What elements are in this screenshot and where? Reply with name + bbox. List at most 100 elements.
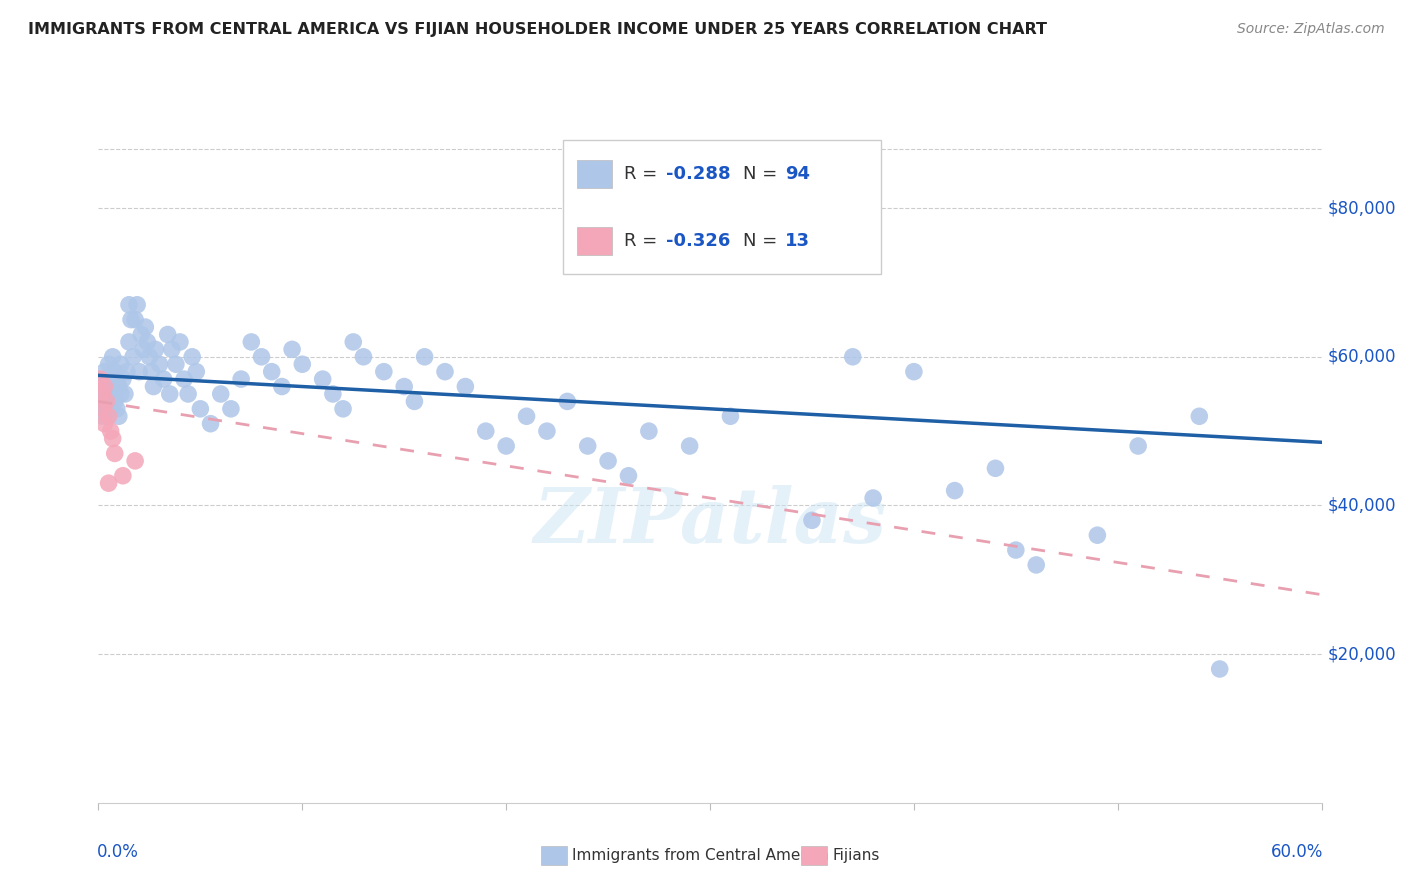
- Point: [118, 334, 141, 349]
- Point: [111, 468, 134, 483]
- Point: [91, 387, 114, 401]
- Point: [188, 401, 212, 416]
- Text: $20,000: $20,000: [1327, 645, 1396, 663]
- Point: [1025, 558, 1047, 572]
- Point: [105, 372, 128, 386]
- Point: [718, 409, 742, 424]
- Point: [141, 365, 163, 379]
- Point: [373, 365, 395, 379]
- Point: [281, 343, 304, 357]
- Point: [332, 401, 354, 416]
- Point: [136, 334, 159, 349]
- Point: [115, 365, 138, 379]
- Point: [312, 372, 335, 386]
- Point: [108, 379, 131, 393]
- Point: [495, 439, 517, 453]
- Point: [801, 513, 824, 527]
- Text: Source: ZipAtlas.com: Source: ZipAtlas.com: [1237, 22, 1385, 37]
- Text: R =: R =: [624, 165, 662, 183]
- Point: [454, 379, 477, 393]
- Point: [1128, 439, 1150, 453]
- Point: [173, 372, 195, 386]
- Point: [93, 417, 115, 431]
- Text: $60,000: $60,000: [1327, 348, 1396, 366]
- Point: [536, 424, 558, 438]
- Point: [118, 298, 141, 312]
- Point: [413, 350, 436, 364]
- Text: -0.326: -0.326: [666, 232, 730, 250]
- Point: [104, 394, 127, 409]
- Point: [1085, 528, 1108, 542]
- Point: [145, 343, 167, 357]
- Point: [637, 424, 661, 438]
- Point: [862, 491, 884, 505]
- Point: [322, 387, 344, 401]
- Point: [474, 424, 498, 438]
- Point: [186, 365, 208, 379]
- Point: [93, 379, 115, 393]
- Point: [434, 365, 457, 379]
- Point: [97, 387, 120, 401]
- Point: [160, 343, 183, 357]
- Point: [841, 350, 863, 364]
- Point: [903, 365, 925, 379]
- Point: [576, 439, 599, 453]
- Point: [100, 424, 122, 438]
- Text: N =: N =: [744, 232, 783, 250]
- Point: [142, 379, 165, 393]
- Point: [91, 409, 114, 424]
- Point: [165, 357, 187, 371]
- Point: [291, 357, 314, 371]
- Point: [984, 461, 1007, 475]
- Point: [114, 387, 136, 401]
- Point: [104, 446, 127, 460]
- Point: [96, 401, 118, 416]
- Point: [97, 409, 120, 424]
- Point: [152, 372, 174, 386]
- Point: [89, 394, 111, 409]
- Point: [110, 387, 132, 401]
- Point: [101, 379, 124, 393]
- Text: 60.0%: 60.0%: [1271, 843, 1323, 861]
- Point: [617, 468, 640, 483]
- Point: [169, 334, 191, 349]
- Point: [97, 357, 120, 371]
- Point: [129, 327, 152, 342]
- Point: [516, 409, 538, 424]
- Point: [181, 350, 204, 364]
- Point: [138, 350, 160, 364]
- Point: [93, 365, 115, 379]
- Point: [122, 350, 145, 364]
- Point: [270, 379, 294, 393]
- Point: [1004, 543, 1026, 558]
- Point: [100, 401, 122, 416]
- Text: Fijians: Fijians: [832, 848, 880, 863]
- Text: -0.288: -0.288: [666, 165, 731, 183]
- Point: [108, 409, 131, 424]
- Point: [96, 394, 118, 409]
- Point: [177, 387, 200, 401]
- Point: [124, 454, 146, 468]
- Point: [96, 372, 118, 386]
- Point: [1209, 662, 1232, 676]
- Point: [101, 432, 124, 446]
- Point: [159, 387, 181, 401]
- Text: 94: 94: [786, 165, 810, 183]
- Point: [231, 372, 253, 386]
- Point: [149, 357, 172, 371]
- Text: Immigrants from Central America: Immigrants from Central America: [572, 848, 830, 863]
- Point: [392, 379, 416, 393]
- Point: [101, 350, 124, 364]
- Point: [111, 372, 134, 386]
- Point: [555, 394, 579, 409]
- Point: [156, 327, 179, 342]
- Text: R =: R =: [624, 232, 662, 250]
- Point: [100, 372, 122, 386]
- Point: [89, 372, 111, 386]
- Point: [219, 401, 242, 416]
- Point: [134, 320, 156, 334]
- Text: 13: 13: [786, 232, 810, 250]
- Point: [124, 312, 146, 326]
- Point: [91, 401, 114, 416]
- Text: 0.0%: 0.0%: [97, 843, 139, 861]
